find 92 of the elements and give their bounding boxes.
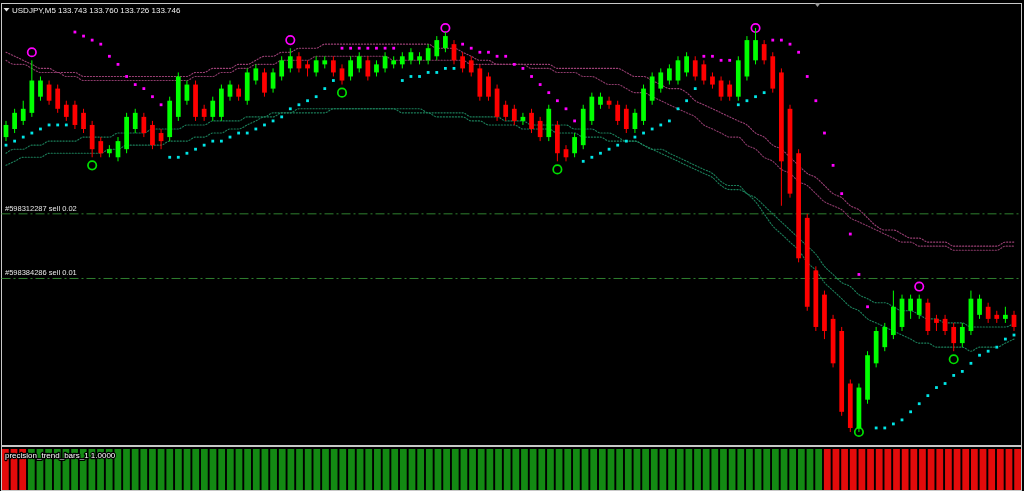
point xyxy=(530,75,533,78)
candlestick xyxy=(977,294,982,320)
candlestick xyxy=(425,43,431,65)
point xyxy=(87,160,98,171)
candlestick xyxy=(959,322,965,348)
candlestick xyxy=(141,112,147,138)
candlestick xyxy=(443,31,448,53)
point xyxy=(142,87,146,90)
candlestick xyxy=(727,80,733,102)
candlestick xyxy=(210,96,216,122)
point xyxy=(440,22,451,34)
point xyxy=(840,192,844,196)
point xyxy=(26,47,37,58)
candlestick xyxy=(572,132,577,158)
candlestick xyxy=(761,39,767,65)
chart-title: USDJPY,M5 133.743 133.760 133.726 133.746 xyxy=(12,6,181,15)
candlestick xyxy=(132,108,138,134)
point xyxy=(487,50,490,54)
candlestick xyxy=(537,116,543,142)
point xyxy=(336,87,348,98)
point xyxy=(512,62,516,66)
point xyxy=(771,38,775,42)
point xyxy=(357,46,361,50)
point xyxy=(461,42,465,46)
candlestick xyxy=(348,55,353,82)
point xyxy=(948,354,959,365)
candlestick xyxy=(701,59,707,86)
point xyxy=(469,46,473,50)
point xyxy=(392,46,396,50)
candlestick xyxy=(339,63,345,86)
candlestick xyxy=(503,100,509,122)
candlestick xyxy=(313,55,319,77)
point xyxy=(99,42,103,46)
candlestick xyxy=(468,55,474,77)
candlestick xyxy=(63,100,69,122)
point xyxy=(797,50,801,54)
point xyxy=(285,35,296,46)
candlestick xyxy=(486,71,491,102)
point xyxy=(349,46,353,50)
candlestick xyxy=(55,84,61,114)
point xyxy=(538,83,542,86)
point xyxy=(814,99,818,103)
candlestick xyxy=(529,108,534,134)
point xyxy=(750,22,761,34)
point xyxy=(375,46,378,50)
candlestick xyxy=(98,136,104,158)
candlestick xyxy=(951,322,957,352)
candlestick xyxy=(12,108,17,134)
point xyxy=(547,91,551,95)
candlestick xyxy=(658,67,664,94)
point xyxy=(711,54,714,58)
candlestick xyxy=(460,51,465,73)
point xyxy=(151,95,154,99)
candlestick xyxy=(287,47,293,73)
point xyxy=(504,54,508,58)
candlestick xyxy=(150,120,155,150)
candlestick xyxy=(753,27,758,65)
candlestick xyxy=(882,322,888,352)
candlestick xyxy=(684,51,689,77)
point xyxy=(478,50,482,54)
point xyxy=(555,99,559,103)
point xyxy=(107,54,111,58)
candlestick xyxy=(279,55,285,82)
point xyxy=(728,58,732,62)
candlestick xyxy=(623,104,629,134)
point xyxy=(805,75,809,78)
candlestick xyxy=(81,108,86,134)
candlestick xyxy=(38,75,43,102)
candlestick xyxy=(331,55,336,77)
candlestick xyxy=(262,67,267,98)
candlestick xyxy=(908,294,913,320)
point xyxy=(90,38,94,42)
candlestick xyxy=(667,63,672,86)
point xyxy=(866,305,869,309)
point xyxy=(125,75,129,78)
point xyxy=(853,426,864,438)
candlestick xyxy=(356,51,362,73)
candlestick xyxy=(916,294,922,320)
candlestick xyxy=(985,302,991,324)
point xyxy=(914,281,925,292)
point xyxy=(552,164,563,175)
point xyxy=(779,38,783,42)
point xyxy=(702,54,706,58)
candlestick xyxy=(253,63,259,86)
candlestick xyxy=(692,55,698,82)
candlestick xyxy=(511,104,517,126)
candlestick xyxy=(20,100,26,126)
candlestick xyxy=(365,55,371,82)
candlestick xyxy=(615,100,621,126)
candlestick xyxy=(434,35,440,61)
point xyxy=(366,46,370,50)
point xyxy=(133,83,137,86)
